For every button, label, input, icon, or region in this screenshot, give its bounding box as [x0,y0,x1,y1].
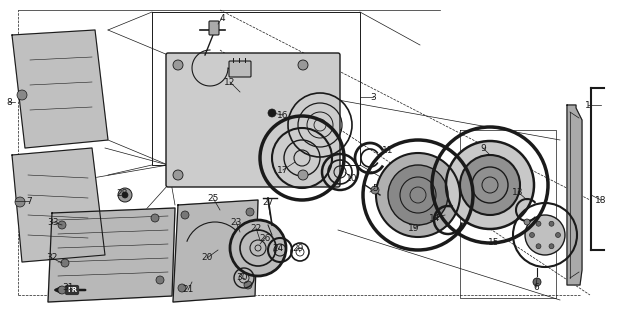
Text: 18: 18 [595,196,607,204]
FancyBboxPatch shape [209,21,219,35]
Circle shape [529,233,534,237]
Text: 1: 1 [585,100,591,109]
Text: 29: 29 [292,244,304,252]
Text: 25: 25 [207,194,219,203]
Text: 31: 31 [62,284,73,292]
Circle shape [122,192,128,198]
Polygon shape [12,30,108,148]
Circle shape [556,233,561,237]
Circle shape [181,211,189,219]
Circle shape [178,284,186,292]
Text: FR: FR [67,287,77,293]
Circle shape [371,186,379,194]
Text: 10: 10 [346,173,358,182]
Text: 27: 27 [263,197,274,206]
Text: 19: 19 [408,223,420,233]
Polygon shape [12,148,105,262]
Circle shape [549,221,554,226]
Circle shape [460,155,520,215]
FancyBboxPatch shape [166,53,340,187]
Text: 20: 20 [202,253,213,262]
Text: 14: 14 [430,213,441,222]
Circle shape [533,278,541,286]
Circle shape [388,165,448,225]
Circle shape [536,244,541,249]
Circle shape [246,208,254,216]
Circle shape [268,109,276,117]
Circle shape [298,170,308,180]
Circle shape [536,221,541,226]
Text: 32: 32 [46,253,58,262]
Text: 30: 30 [236,274,248,283]
Text: 15: 15 [488,237,500,246]
Text: 17: 17 [277,165,289,174]
Text: 5: 5 [372,183,378,193]
Circle shape [151,214,159,222]
Circle shape [446,141,534,229]
FancyBboxPatch shape [229,61,251,77]
Circle shape [525,215,565,255]
Polygon shape [567,105,582,285]
Text: 13: 13 [512,188,524,196]
Text: 9: 9 [480,143,486,153]
Text: 8: 8 [6,98,12,107]
Circle shape [549,244,554,249]
Circle shape [230,220,286,276]
Circle shape [298,60,308,70]
Text: 12: 12 [224,77,236,86]
Circle shape [58,221,66,229]
Text: 26: 26 [259,234,271,243]
Circle shape [376,153,460,237]
Circle shape [524,219,530,225]
Polygon shape [173,200,258,302]
Text: 21: 21 [182,285,193,294]
Circle shape [118,188,132,202]
Text: 28: 28 [116,188,127,197]
Text: 33: 33 [47,218,59,227]
Text: 11: 11 [382,146,394,155]
Polygon shape [48,208,175,302]
Circle shape [61,259,69,267]
Circle shape [15,197,25,207]
Circle shape [58,286,66,294]
Circle shape [156,276,164,284]
Text: 7: 7 [26,196,32,205]
Circle shape [244,281,252,289]
Text: 16: 16 [277,110,289,119]
Circle shape [17,90,27,100]
Text: 4: 4 [219,13,225,22]
Text: 23: 23 [230,218,242,227]
Text: 6: 6 [533,284,539,292]
Text: 24: 24 [273,244,284,252]
Text: 3: 3 [370,92,376,101]
Circle shape [173,60,183,70]
Circle shape [272,128,332,188]
Circle shape [173,170,183,180]
Text: 22: 22 [251,223,262,233]
